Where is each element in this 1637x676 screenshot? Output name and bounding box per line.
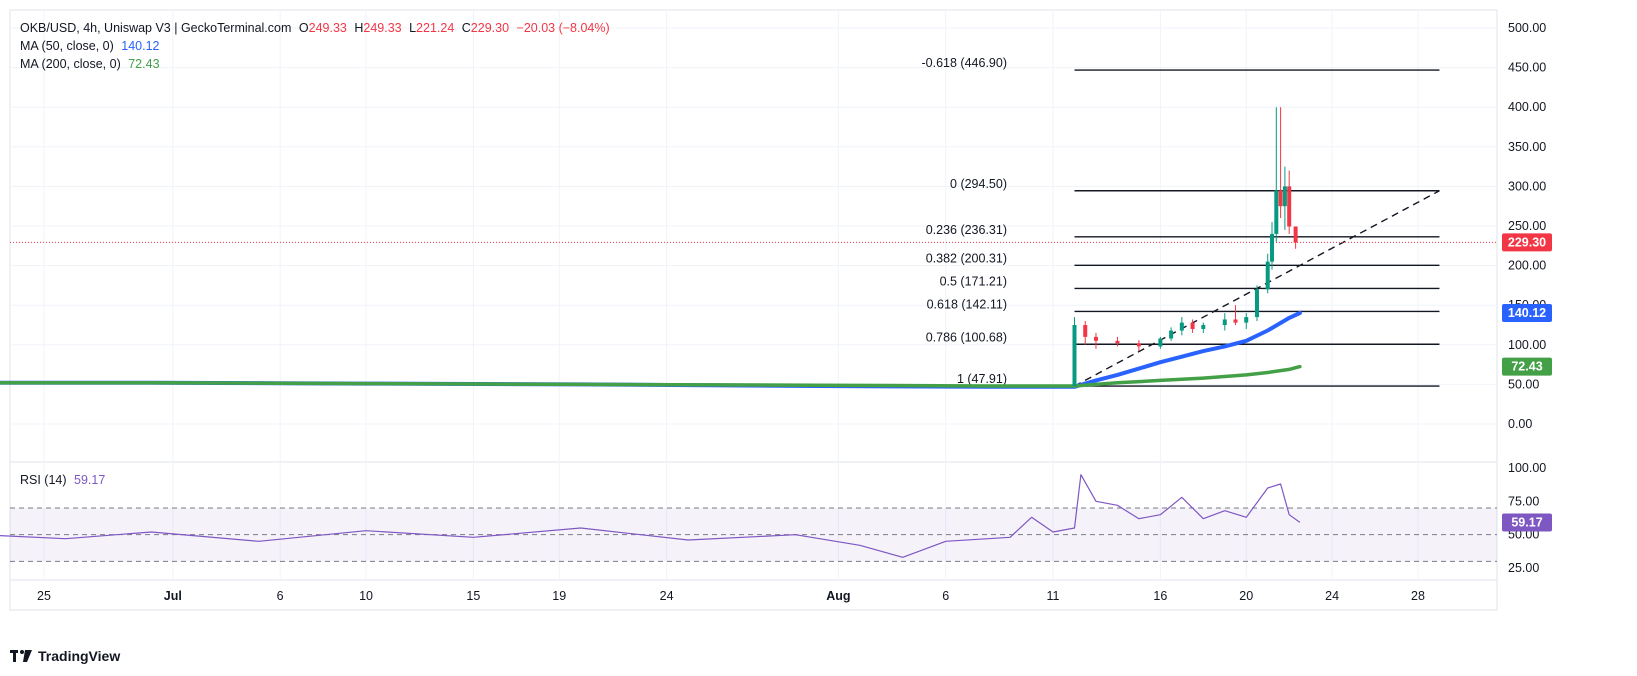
price-tick-label: 300.00 (1508, 179, 1546, 193)
price-tick-label: 400.00 (1508, 100, 1546, 114)
rsi-axis-badge (1502, 513, 1552, 532)
time-tick-label: 15 (466, 589, 480, 603)
candle-body[interactable] (1201, 325, 1206, 329)
time-tick-label: 25 (37, 589, 51, 603)
tradingview-wordmark: TradingView (38, 648, 121, 664)
tradingview-icon (10, 650, 32, 662)
ma50-axis-badge (1502, 304, 1552, 323)
rsi-value: 59.17 (74, 473, 106, 487)
candle-body[interactable] (1233, 319, 1238, 323)
fib-level-label: 0 (294.50) (950, 177, 1007, 191)
time-tick-label: 19 (552, 589, 566, 603)
rsi-tick-label: 25.00 (1508, 561, 1539, 575)
time-tick-label: 24 (660, 589, 674, 603)
fib-level-label: 0.5 (171.21) (940, 274, 1007, 288)
candle-body[interactable] (1287, 186, 1292, 227)
candle-body[interactable] (1293, 226, 1298, 243)
rsi-tick-label: 75.00 (1508, 494, 1539, 508)
time-tick-label: Aug (826, 589, 850, 603)
rsi-tick-label: 100.00 (1508, 461, 1546, 475)
candle-body[interactable] (1115, 340, 1120, 344)
time-tick-label: 6 (942, 589, 949, 603)
ohlc-high: H249.33 (354, 21, 402, 35)
fib-level-label: 0.236 (236.31) (926, 223, 1007, 237)
ma200-line[interactable] (0, 364, 1302, 388)
ohlc-open: O249.33 (298, 21, 347, 35)
price-tick-label: 50.00 (1508, 377, 1539, 391)
time-tick-label: 10 (359, 589, 373, 603)
symbol-line: OKB/USD, 4h, Uniswap V3 | GeckoTerminal.… (20, 21, 292, 35)
chart-frame (9, 9, 1498, 611)
rsi-axis-badge-label: 59.17 (1511, 515, 1542, 529)
ohlc-close: C229.30 (461, 21, 510, 35)
ma200-axis-badge-label: 72.43 (1511, 360, 1542, 374)
ma200-value: 72.43 (128, 57, 160, 71)
candle-body[interactable] (1222, 319, 1227, 325)
time-tick-label: Jul (164, 589, 182, 603)
fib-level-label: 0.382 (200.31) (926, 251, 1007, 265)
time-tick-label: 28 (1411, 589, 1425, 603)
ma50-value: 140.12 (121, 39, 160, 53)
rsi-line[interactable] (0, 474, 1301, 558)
candle-body[interactable] (1093, 336, 1098, 341)
candle-body[interactable] (1179, 322, 1184, 331)
ma50-legend[interactable]: MA (50, close, 0) 140.12 (20, 38, 164, 54)
rsi-legend[interactable]: RSI (14) 59.17 (20, 472, 109, 488)
rsi-label: RSI (14) (20, 473, 67, 487)
price-tick-label: 350.00 (1508, 140, 1546, 154)
fib-level-label: -0.618 (446.90) (922, 56, 1007, 70)
time-tick-label: 11 (1047, 589, 1060, 603)
price-tick-label: 200.00 (1508, 259, 1546, 273)
ma50-label: MA (50, close, 0) (20, 39, 114, 53)
price-tick-label: 250.00 (1508, 219, 1546, 233)
candle-body[interactable] (1282, 186, 1287, 207)
ma200-label: MA (200, close, 0) (20, 57, 121, 71)
time-tick-label: 6 (277, 589, 284, 603)
candle-body[interactable] (1072, 325, 1077, 386)
candle-body[interactable] (1136, 343, 1141, 347)
time-tick-label: 16 (1153, 589, 1167, 603)
ohlc-low: L221.24 (409, 21, 455, 35)
symbol-legend: OKB/USD, 4h, Uniswap V3 | GeckoTerminal.… (20, 20, 614, 36)
candle-body[interactable] (1270, 233, 1275, 262)
price-tick-label: 500.00 (1508, 21, 1546, 35)
ma200-axis-badge (1502, 357, 1552, 376)
ma200-legend[interactable]: MA (200, close, 0) 72.43 (20, 56, 164, 72)
ma50-axis-badge-label: 140.12 (1508, 306, 1546, 320)
fib-level-label: 0.786 (100.68) (926, 330, 1007, 344)
price-tick-label: 100.00 (1508, 338, 1546, 352)
time-tick-label: 24 (1325, 589, 1339, 603)
time-tick-label: 20 (1239, 589, 1253, 603)
candle-body[interactable] (1254, 289, 1259, 318)
candle-body[interactable] (1274, 190, 1279, 234)
candle-body[interactable] (1265, 261, 1270, 290)
price-axis-badge-label: 229.30 (1508, 235, 1546, 249)
price-tick-label: 450.00 (1508, 61, 1546, 75)
tradingview-logo[interactable]: TradingView (10, 648, 120, 664)
ma50-line[interactable] (0, 311, 1302, 389)
candle-body[interactable] (1169, 330, 1174, 339)
price-tick-label: 0.00 (1508, 417, 1532, 431)
candle-body[interactable] (1190, 322, 1195, 329)
price-axis-badge (1502, 233, 1552, 252)
candle-body[interactable] (1083, 325, 1088, 337)
candle-body[interactable] (1244, 317, 1249, 323)
price-change: −20.03 (−8.04%) (516, 21, 610, 35)
fib-level-label: 1 (47.91) (957, 372, 1007, 386)
candle-body[interactable] (1158, 338, 1163, 347)
fib-level-label: 0.618 (142.11) (927, 297, 1007, 311)
candle-body[interactable] (1278, 190, 1283, 207)
